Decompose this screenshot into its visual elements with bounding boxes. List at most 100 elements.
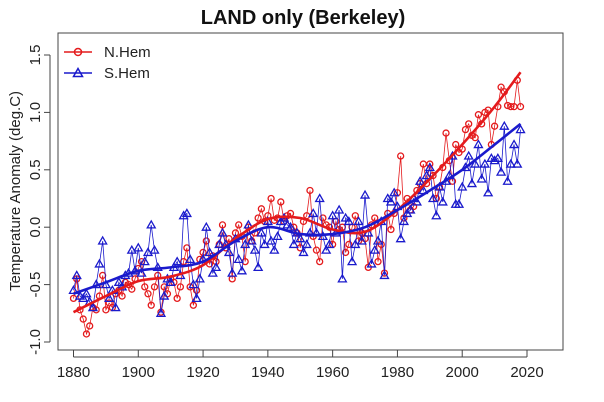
legend: N.Hem S.Hem [64,44,151,82]
data-point-circle [257,205,266,213]
data-point-triangle [146,219,157,229]
data-point-triangle [217,227,228,237]
chart-title: LAND only (Berkeley) [201,7,406,29]
x-tick-label: 1900 [122,364,155,381]
data-point-triangle [136,267,147,277]
data-point-triangle [321,244,332,254]
data-point-circle [465,120,473,128]
data-point-circle [102,306,110,314]
data-point-triangle [97,235,108,245]
data-point-triangle [272,231,283,241]
legend-label-shem: S.Hem [104,65,150,82]
data-point-triangle [437,196,448,206]
data-point-triangle [353,216,364,226]
data-point-triangle [508,139,520,149]
data-point-triangle [324,239,335,249]
data-point-circle [351,212,359,220]
x-tick-label: 1880 [57,364,90,381]
data-point-triangle [340,212,351,222]
data-point-triangle [269,244,280,254]
data-point-triangle [227,267,238,277]
legend-triangle-marker-icon [72,66,84,78]
data-point-triangle [94,258,105,268]
data-point-circle [461,125,470,134]
data-point-triangle [265,235,277,245]
data-point-circle [99,271,107,280]
x-tick-label: 2000 [446,364,479,381]
data-point-triangle [142,247,154,257]
data-point-triangle [87,302,99,312]
data-point-triangle [149,244,160,254]
y-tick-label: 1.5 [27,45,44,66]
data-point-triangle [421,170,432,180]
data-point-triangle [499,120,510,130]
legend-item-nhem: N.Hem [64,44,151,61]
data-point-triangle [473,139,484,149]
data-point-circle [387,225,395,234]
x-tick-label: 1960 [316,364,349,381]
data-point-triangle [210,262,222,272]
data-point-circle [345,240,353,249]
data-point-triangle [457,181,468,191]
data-point-triangle [191,293,202,303]
data-point-triangle [139,256,150,266]
data-point-circle [507,103,515,111]
data-point-triangle [372,235,384,245]
data-point-triangle [382,193,393,203]
data-point-triangle [188,279,199,289]
data-point-triangle [502,175,513,185]
data-point-triangle [470,158,481,168]
data-point-circle [374,257,382,266]
data-point-circle [128,285,136,293]
data-point-triangle [515,124,526,134]
data-point-circle [426,160,434,168]
data-point-triangle [366,258,377,268]
data-point-triangle [369,244,380,254]
data-point-triangle [165,276,176,286]
data-point-triangle [379,270,390,280]
data-point-triangle [337,273,348,283]
data-point-triangle [489,155,500,165]
series-layer [68,71,526,338]
data-point-circle [173,294,181,303]
y-tick-label: -0.5 [27,272,44,298]
data-point-triangle [246,235,257,245]
data-point-circle [474,111,483,119]
data-point-circle [277,198,285,206]
data-point-triangle [172,256,183,266]
data-point-triangle [414,175,426,185]
data-point-circle [82,330,91,338]
data-point-triangle [385,196,397,206]
data-point-circle [150,283,159,291]
data-point-circle [118,292,126,300]
data-point-circle [471,134,479,142]
data-point-triangle [453,198,465,208]
data-point-triangle [479,158,491,168]
data-point-triangle [207,267,218,277]
trend-line [73,122,522,296]
data-point-circle [235,221,243,229]
data-point-triangle [427,193,439,203]
data-point-triangle [126,244,137,254]
plot-frame [57,32,564,351]
data-point-triangle [236,265,248,275]
data-point-circle [254,214,262,222]
y-axis: -1.0 -0.5 0.0 0.5 1.0 1.5 [27,45,51,355]
data-point-triangle [113,276,124,286]
data-point-triangle [431,210,442,220]
data-point-circle [316,257,324,266]
data-point-triangle [512,158,523,168]
data-point-triangle [389,187,400,197]
data-point-triangle [81,288,92,298]
data-point-triangle [356,235,367,245]
data-point-triangle [155,307,167,317]
data-point-triangle [298,247,309,257]
data-point-triangle [359,189,371,199]
data-point-circle [516,103,525,111]
legend-label-nhem: N.Hem [104,44,151,61]
x-axis: 1880 1900 1920 1940 1960 1980 2000 2020 [57,350,544,381]
data-point-triangle [104,293,115,303]
data-point-triangle [159,290,170,300]
data-point-circle [92,306,100,314]
data-point-triangle [424,162,435,172]
